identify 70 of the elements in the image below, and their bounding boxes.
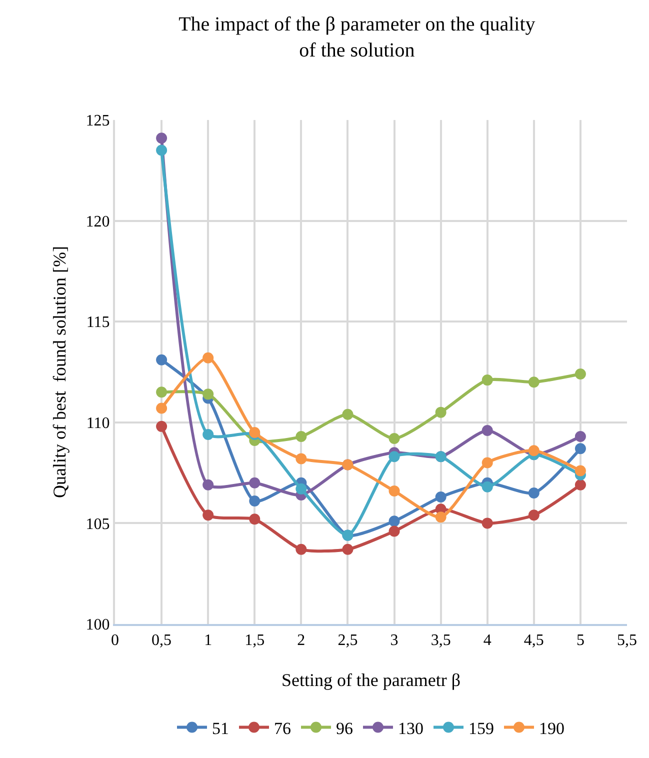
point bbox=[482, 457, 493, 468]
x-tick-label: 5 bbox=[576, 632, 584, 650]
legend-label: 51 bbox=[212, 718, 229, 738]
point bbox=[528, 445, 540, 456]
point bbox=[249, 514, 260, 525]
point bbox=[435, 406, 446, 418]
point bbox=[249, 426, 260, 438]
point bbox=[482, 518, 493, 529]
point bbox=[388, 433, 400, 444]
x-tick-label: 4 bbox=[483, 632, 492, 650]
chart-title: The impact of the β parameter on the quality of the solution bbox=[178, 13, 536, 62]
x-axis-title: Setting of the parametr β bbox=[281, 670, 461, 690]
point bbox=[435, 512, 446, 523]
point bbox=[388, 451, 400, 462]
point bbox=[202, 352, 214, 364]
point bbox=[342, 544, 354, 555]
y-axis-title: Quality of best found solution [%] bbox=[50, 246, 70, 498]
point bbox=[574, 431, 586, 442]
x-tick-label: 1,5 bbox=[244, 632, 265, 650]
point bbox=[249, 477, 260, 488]
x-tick-label: 3,5 bbox=[430, 632, 451, 650]
legend-label: 190 bbox=[539, 718, 564, 738]
x-tick-label: 2,5 bbox=[338, 632, 358, 650]
point bbox=[249, 496, 260, 507]
x-tick-label: 0,5 bbox=[152, 632, 172, 650]
point bbox=[156, 144, 168, 156]
point bbox=[156, 402, 168, 414]
point bbox=[482, 481, 493, 492]
point bbox=[296, 453, 307, 464]
point bbox=[388, 485, 400, 496]
point bbox=[388, 516, 400, 527]
legend-label: 130 bbox=[398, 718, 424, 738]
point bbox=[156, 132, 168, 144]
x-tick-label: 0 bbox=[111, 632, 119, 650]
point bbox=[296, 544, 307, 555]
point bbox=[296, 483, 307, 494]
legend-label: 96 bbox=[336, 718, 353, 738]
x-tick-label: 1 bbox=[204, 632, 212, 650]
point bbox=[202, 479, 214, 490]
y-tick-label: 125 bbox=[86, 112, 110, 130]
point bbox=[156, 386, 168, 398]
point bbox=[528, 376, 540, 388]
point bbox=[435, 491, 446, 502]
x-tick-label: 4,5 bbox=[524, 632, 544, 650]
point bbox=[156, 354, 168, 366]
y-tick-label: 105 bbox=[86, 516, 110, 533]
point bbox=[482, 374, 493, 386]
x-tick-label: 3 bbox=[390, 632, 398, 650]
point bbox=[528, 510, 540, 521]
point bbox=[388, 526, 400, 537]
legend-label: 159 bbox=[468, 718, 494, 738]
point bbox=[574, 465, 586, 476]
x-tick-label: 2 bbox=[297, 632, 306, 650]
point bbox=[202, 429, 214, 440]
y-tick-label: 110 bbox=[86, 415, 110, 432]
point bbox=[528, 487, 540, 498]
y-tick-label: 120 bbox=[86, 213, 110, 230]
point bbox=[574, 443, 586, 454]
point bbox=[202, 388, 214, 400]
legend-label: 76 bbox=[274, 718, 291, 738]
point bbox=[202, 510, 214, 521]
point bbox=[574, 368, 586, 380]
y-tick-label: 100 bbox=[86, 616, 110, 634]
point bbox=[156, 420, 168, 432]
point bbox=[296, 431, 307, 442]
point bbox=[482, 424, 493, 436]
point bbox=[342, 408, 354, 420]
y-tick-label: 115 bbox=[86, 314, 110, 332]
point bbox=[574, 479, 586, 490]
x-tick-label: 5,5 bbox=[617, 632, 637, 650]
